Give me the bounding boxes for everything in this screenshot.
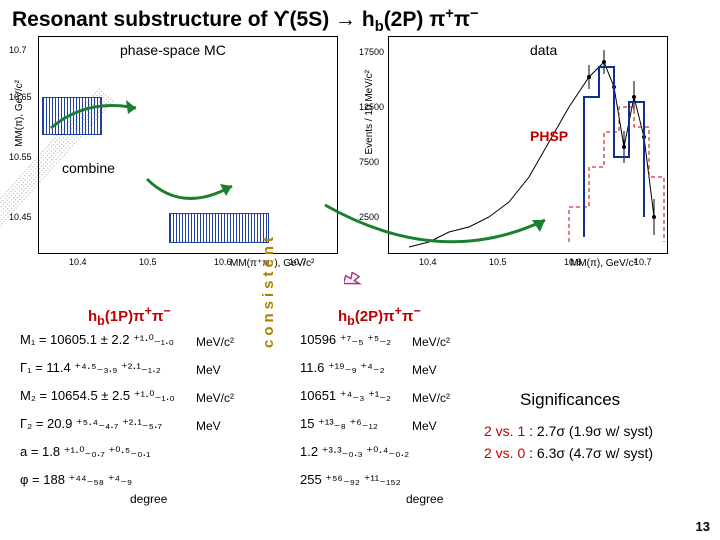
unit: MeV: [412, 412, 450, 440]
fit-params-1P: M₁ = 10605.1 ± 2.2 ⁺¹·⁰₋₁.₀ Γ₁ = 11.4 ⁺⁴…: [20, 326, 175, 494]
param-M2: M₂ = 10654.5 ± 2.5 ⁺¹·⁰₋₁.₀: [20, 382, 175, 410]
unit: MeV/c²: [412, 328, 450, 356]
ytick: 10.45: [9, 212, 32, 222]
param-a: 1.2 ⁺³·³₋₀.₃ ⁺⁰·⁴₋₀.₂: [300, 438, 409, 466]
ytick: 10.55: [9, 152, 32, 162]
param-a: a = 1.8 ⁺¹·⁰₋₀.₇ ⁺⁰·⁵₋₀.₁: [20, 438, 175, 466]
unit-degree-1: degree: [130, 492, 167, 506]
significances-lines: 2 vs. 1 : 2.7σ (1.9σ w/ syst) 2 vs. 0 : …: [484, 420, 653, 464]
label-combine: combine: [62, 160, 115, 176]
unit: MeV/c²: [196, 328, 234, 356]
xtick: 10.5: [139, 257, 157, 267]
units-col-2: MeV/c² MeV MeV/c² MeV: [412, 328, 450, 440]
param-M1: 10596 ⁺⁷₋₅ ⁺⁵₋₂: [300, 326, 409, 354]
page-title: Resonant substructure of ϒ(5S) → hb(2P) …: [12, 6, 479, 35]
label-phsp: PHSP: [530, 128, 568, 144]
param-phi: φ = 188 ⁺⁴⁴₋₅₈ ⁺⁴₋₉: [20, 466, 175, 494]
unit: MeV/c²: [196, 384, 234, 412]
param-G2: Γ₂ = 20.9 ⁺⁵·⁴₋₄.₇ ⁺²·¹₋₅.₇: [20, 410, 175, 438]
param-G2: 15 ⁺¹³₋₈ ⁺⁶₋₁₂: [300, 410, 409, 438]
xtick: 10.6: [214, 257, 232, 267]
sig-1-label: 2 vs. 1: [484, 423, 525, 439]
heading-hb1P: hb(1P)π+π−: [88, 304, 171, 328]
hollow-arrow-icon: [344, 272, 362, 290]
consistent-label: consistent: [260, 233, 277, 348]
axis-label-x-right: MM(π), GeV/c²: [570, 258, 637, 269]
units-col-1: MeV/c² MeV MeV/c² MeV: [196, 328, 234, 440]
ytick: 7500: [359, 157, 379, 167]
green-arrow-1: [46, 88, 156, 140]
unit: MeV: [196, 356, 234, 384]
unit-degree-2: degree: [406, 492, 443, 506]
sig-row-2: 2 vs. 0 : 6.3σ (4.7σ w/ syst): [484, 442, 653, 464]
ytick: 17500: [359, 47, 384, 57]
unit: MeV: [412, 356, 450, 384]
unit: MeV/c²: [412, 384, 450, 412]
green-arrow-3: [320, 200, 550, 270]
fit-params-2P: 10596 ⁺⁷₋₅ ⁺⁵₋₂ 11.6 ⁺¹⁹₋₉ ⁺⁴₋₂ 10651 ⁺⁴…: [300, 326, 409, 494]
page-number: 13: [696, 519, 710, 534]
param-G1: 11.6 ⁺¹⁹₋₉ ⁺⁴₋₂: [300, 354, 409, 382]
axis-label-y-right: Events / 10 MeV/c²: [364, 70, 375, 154]
unit: MeV: [196, 412, 234, 440]
label-phase-space: phase-space MC: [120, 42, 226, 58]
sig-row-1: 2 vs. 1 : 2.7σ (1.9σ w/ syst): [484, 420, 653, 442]
param-M2: 10651 ⁺⁴₋₃ ⁺¹₋₂: [300, 382, 409, 410]
label-data: data: [530, 42, 557, 58]
ytick: 10.7: [9, 45, 27, 55]
axis-label-y-left: MM(π), GeV/c²: [14, 80, 25, 147]
significances-title: Significances: [520, 390, 620, 410]
sig-2-label: 2 vs. 0: [484, 445, 525, 461]
sig-1-value: : 2.7σ (1.9σ w/ syst): [529, 423, 653, 439]
heading-hb2P: hb(2P)π+π−: [338, 304, 421, 328]
sig-2-value: : 6.3σ (4.7σ w/ syst): [529, 445, 653, 461]
param-G1: Γ₁ = 11.4 ⁺⁴·⁵₋₃.₉ ⁺²·¹₋₁.₂: [20, 354, 175, 382]
green-arrow-2: [142, 174, 252, 226]
param-M1: M₁ = 10605.1 ± 2.2 ⁺¹·⁰₋₁.₀: [20, 326, 175, 354]
xtick: 10.4: [69, 257, 87, 267]
param-phi: 255 ⁺⁵⁶₋₉₂ ⁺¹¹₋₁₅₂: [300, 466, 409, 494]
